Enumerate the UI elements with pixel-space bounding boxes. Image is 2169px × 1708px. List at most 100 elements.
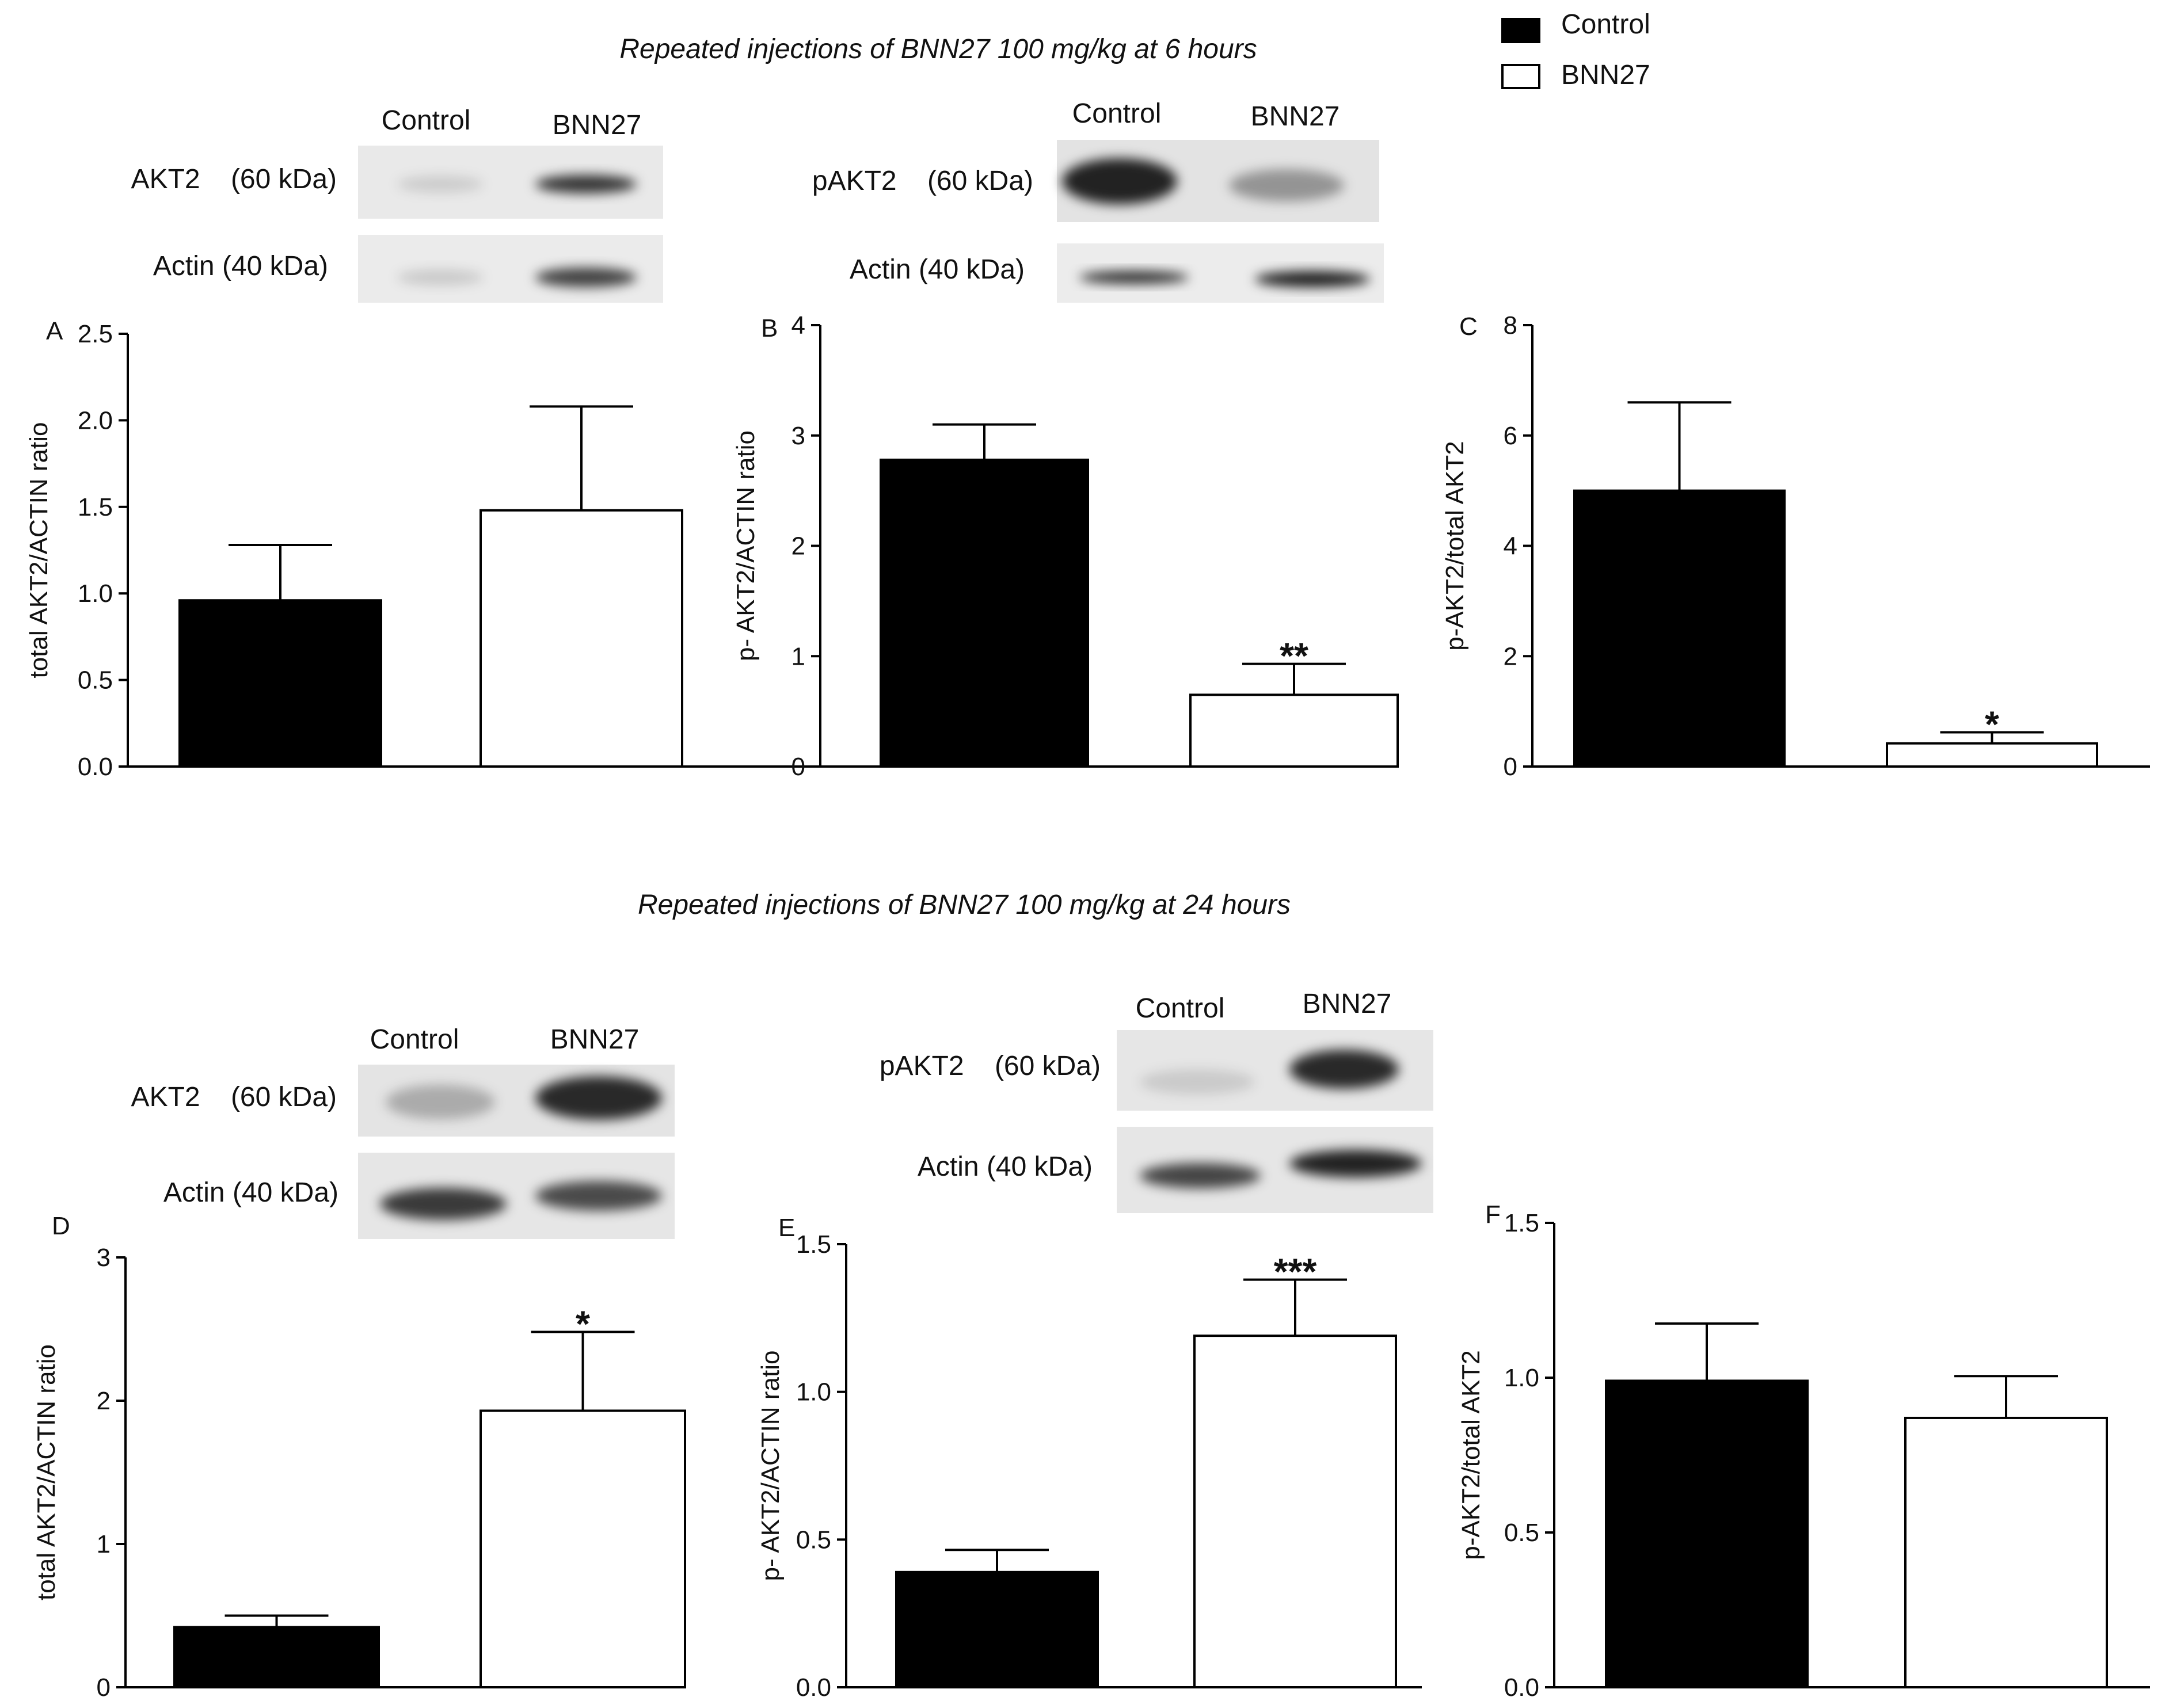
chart-panel-e: Ep- AKT2/ACTIN ratio 0.0 0.5 1.0 1.5 *** (756, 1214, 1422, 1702)
blot-row-label: Actin (40 kDa) (163, 1177, 338, 1208)
y-axis-title: p- AKT2/ACTIN ratio (732, 430, 760, 661)
y-tick-label: 0.0 (78, 753, 113, 781)
y-tick-label: 3 (792, 422, 805, 450)
y-axis-title: p-AKT2/total AKT2 (1441, 441, 1469, 650)
figure-title-bottom: Repeated injections of BNN27 100 mg/kg a… (638, 890, 1291, 920)
y-tick-label: 0.0 (796, 1673, 831, 1702)
blot-band (1079, 271, 1189, 284)
blot-lane-label-bnn27: BNN27 (1251, 101, 1340, 132)
blot-membrane (358, 235, 663, 303)
y-tick-label: 1 (97, 1530, 111, 1558)
panel-letter: A (46, 317, 63, 345)
panel-letter: D (52, 1212, 70, 1240)
y-tick-label: 1.5 (796, 1230, 831, 1259)
blot-row-label: pAKT2 (60 kDa) (812, 166, 1033, 196)
y-tick-label: 2 (792, 532, 805, 561)
y-axis-title: p-AKT2/total AKT2 (1457, 1350, 1485, 1560)
y-tick-label: 8 (1504, 311, 1517, 340)
chart-panel-f: Fp-AKT2/total AKT2 0.0 0.5 1.0 1.5 (1457, 1200, 2150, 1702)
blot-band (1229, 169, 1344, 201)
legend-swatch-control (1501, 18, 1540, 43)
y-tick-label: 0 (1504, 753, 1517, 781)
blot-lane-label-bnn27: BNN27 (550, 1024, 640, 1055)
blot-band (397, 269, 484, 285)
y-tick-label: 1.0 (796, 1378, 831, 1406)
blot-lane-label-bnn27: BNN27 (553, 110, 642, 140)
panel-letter: E (778, 1214, 795, 1242)
bar-bnn27 (1193, 1335, 1397, 1688)
figure-title-top: Repeated injections of BNN27 100 mg/kg a… (619, 34, 1257, 64)
panel-letter: C (1459, 312, 1478, 341)
blot-lane-label-bnn27: BNN27 (1303, 989, 1392, 1019)
y-tick-label: 0.5 (1504, 1519, 1539, 1547)
chart-panel-c: Cp-AKT2/total AKT2 0 2 4 6 8 * (1441, 311, 2150, 781)
y-tick-label: 2 (1504, 642, 1517, 670)
y-tick-label: 4 (792, 311, 805, 340)
blot-band (1062, 158, 1177, 204)
blot-band (1289, 1150, 1422, 1177)
bar-control (178, 599, 382, 768)
blot-band (1140, 1163, 1261, 1188)
y-tick-label: 0 (792, 753, 805, 781)
bar-control (1605, 1379, 1809, 1688)
y-tick-label: 4 (1504, 532, 1517, 561)
bar-bnn27 (1904, 1416, 2108, 1688)
blot-lane-label-control: Control (1072, 98, 1162, 129)
blot-band (535, 175, 637, 193)
legend-label-bnn27: BNN27 (1561, 60, 1650, 90)
blot-pakt2-24h: Control BNN27 pAKT2 (60 kDa) Actin (40 k… (880, 989, 1433, 1213)
blot-akt2-24h: Control BNN27 AKT2 (60 kDa) Actin (40 kD… (131, 1024, 675, 1239)
significance-marker: * (576, 1303, 590, 1344)
y-axis-title: total AKT2/ACTIN ratio (32, 1344, 60, 1600)
y-tick-label: 1 (792, 642, 805, 670)
bar-control (173, 1626, 380, 1688)
y-tick-label: 0.5 (796, 1526, 831, 1554)
blot-row-label: AKT2 (60 kDa) (131, 164, 337, 195)
y-tick-label: 0.5 (78, 666, 113, 695)
y-tick-label: 2.0 (78, 406, 113, 434)
blot-pakt2-6h: Control BNN27 pAKT2 (60 kDa) Actin (40 k… (812, 98, 1384, 303)
blot-lane-label-control: Control (1136, 993, 1225, 1024)
y-tick-label: 1.0 (78, 580, 113, 608)
blot-band (535, 268, 637, 287)
bar-bnn27 (1886, 742, 2098, 768)
bar-bnn27 (1189, 693, 1399, 768)
bar-control (895, 1570, 1099, 1689)
y-tick-label: 1.5 (78, 493, 113, 521)
legend: Control BNN27 (1501, 9, 1650, 90)
blot-band (1255, 271, 1370, 287)
blot-lane-label-control: Control (370, 1024, 459, 1055)
blot-row-label: AKT2 (60 kDa) (131, 1082, 337, 1112)
y-tick-label: 6 (1504, 422, 1517, 450)
legend-label-control: Control (1561, 9, 1650, 40)
y-tick-label: 0 (97, 1673, 111, 1702)
y-tick-label: 3 (97, 1244, 111, 1272)
y-tick-label: 2 (97, 1387, 111, 1415)
y-tick-label: 1.0 (1504, 1364, 1539, 1392)
blot-akt2-6h: Control BNN27 AKT2 (60 kDa) Actin (40 kD… (131, 105, 663, 303)
significance-marker: * (1985, 704, 1999, 745)
chart-panel-b: Bp- AKT2/ACTIN ratio 0 1 2 3 4 ** (732, 311, 1399, 781)
y-axis-title: total AKT2/ACTIN ratio (25, 422, 53, 678)
panel-letter: F (1485, 1200, 1501, 1229)
blot-band (535, 1076, 662, 1120)
blot-band (380, 1188, 507, 1220)
blot-row-label: pAKT2 (60 kDa) (880, 1051, 1101, 1081)
bar-bnn27 (480, 1409, 686, 1688)
bar-control (1573, 489, 1786, 768)
blot-band (386, 1085, 495, 1119)
bar-bnn27 (480, 509, 683, 768)
blot-lane-label-control: Control (382, 105, 471, 136)
blot-band (397, 176, 484, 193)
panel-letter: B (761, 314, 778, 342)
blot-row-label: Actin (40 kDa) (850, 254, 1025, 285)
blot-row-label: Actin (40 kDa) (918, 1152, 1093, 1182)
y-tick-label: 2.5 (78, 320, 113, 348)
blot-band (1289, 1050, 1399, 1089)
significance-marker: ** (1280, 635, 1308, 677)
blot-row-label: Actin (40 kDa) (153, 251, 328, 281)
y-tick-label: 0.0 (1504, 1673, 1539, 1702)
y-tick-label: 1.5 (1504, 1209, 1539, 1237)
